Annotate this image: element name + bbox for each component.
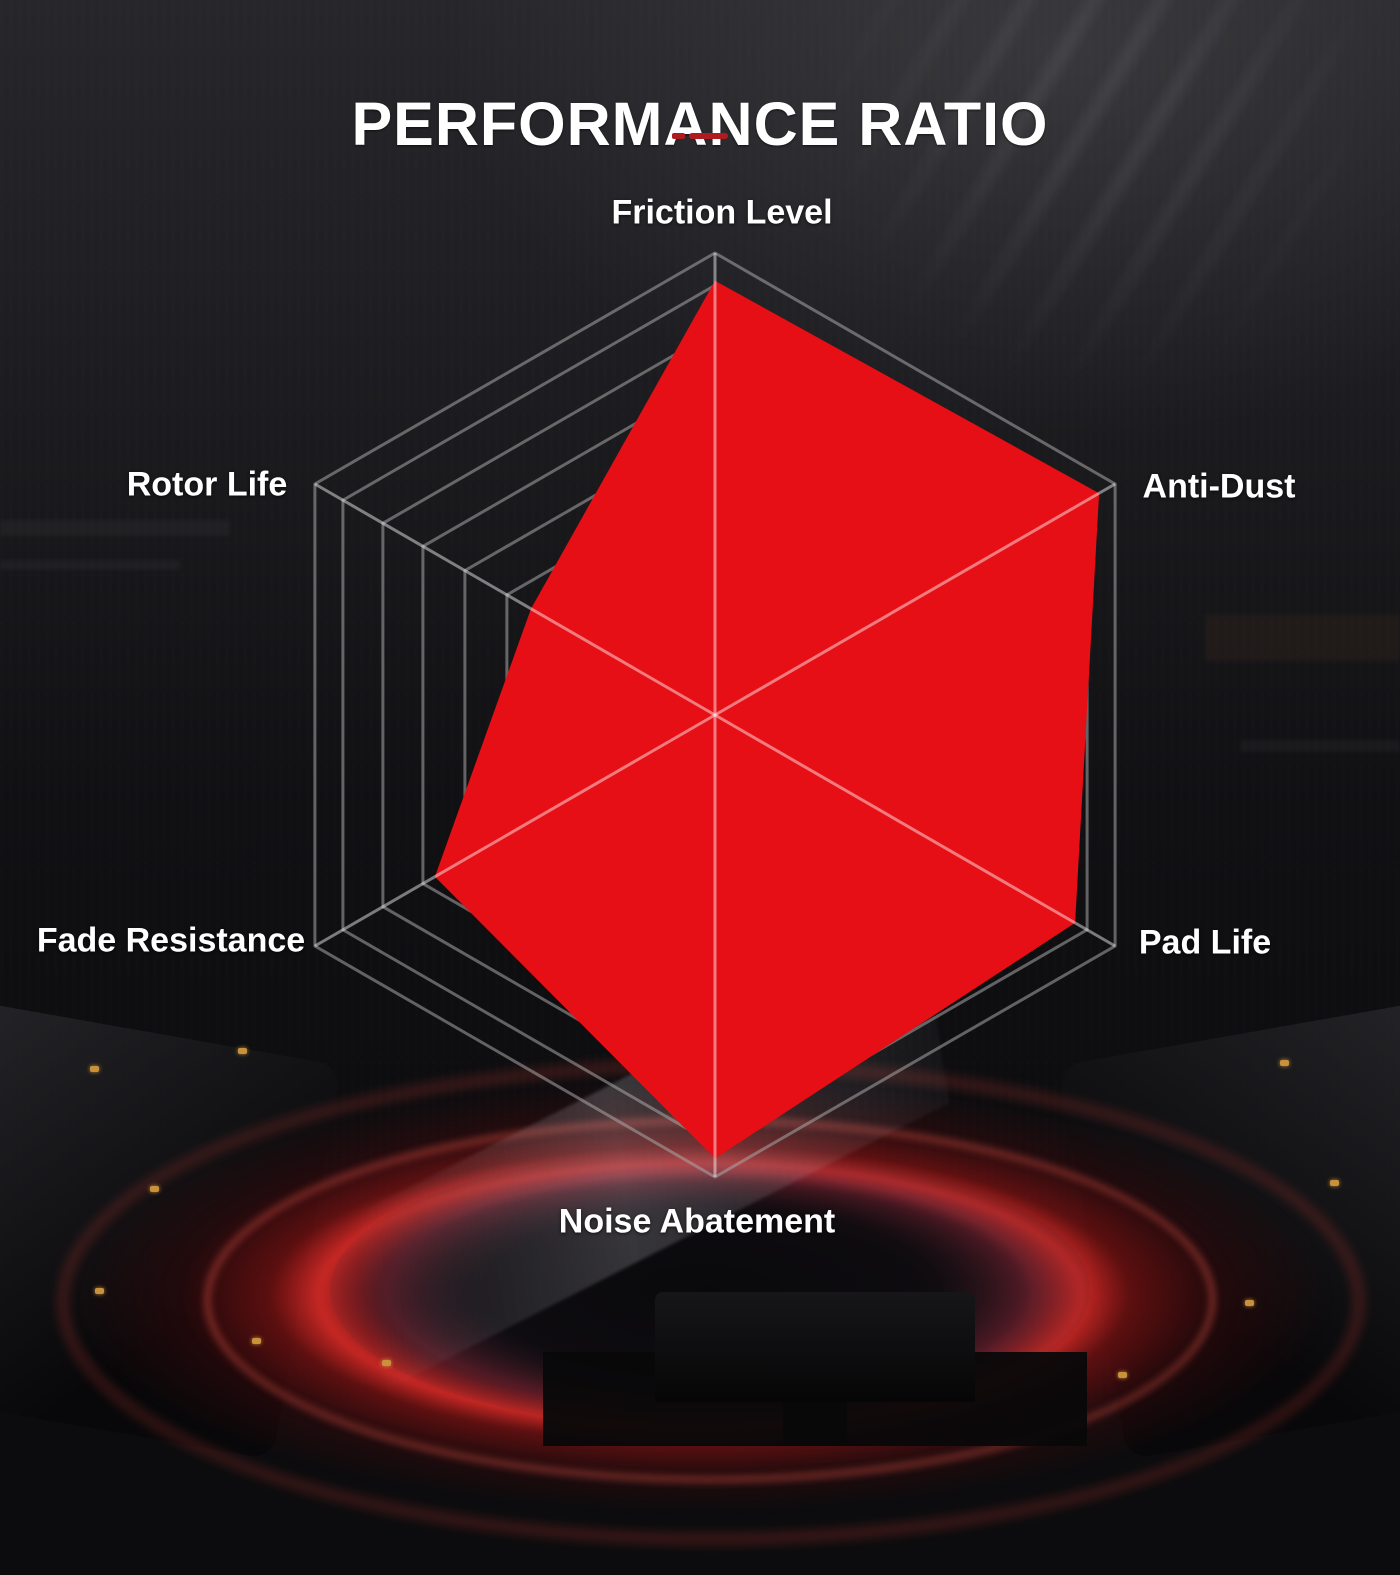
indicator-light	[90, 1066, 99, 1072]
axis-spoke	[714, 482, 1116, 717]
grid-ring	[313, 251, 1117, 1179]
indicator-light	[1330, 1180, 1339, 1186]
axis-label-noise-abatement: Noise Abatement	[558, 1202, 836, 1241]
axis-spoke	[714, 713, 1116, 948]
wall-panel	[1205, 615, 1400, 661]
divider-dash-icon	[672, 133, 685, 139]
divider-bar-icon	[689, 133, 728, 139]
indicator-light	[150, 1186, 159, 1192]
axis-spoke	[314, 482, 716, 717]
indicator-light	[252, 1338, 261, 1344]
series-polygon	[434, 280, 1100, 1159]
machinery-silhouette-center	[655, 1292, 975, 1402]
axis-spoke	[314, 713, 716, 948]
indicator-light	[238, 1048, 247, 1054]
title-divider	[0, 133, 1400, 139]
axis-label-friction-level: Friction Level	[611, 193, 833, 232]
axis-label-pad-life: Pad Life	[1138, 923, 1272, 962]
axis-label-rotor-life: Rotor Life	[126, 465, 288, 504]
indicator-light	[1245, 1300, 1254, 1306]
axis-label-anti-dust: Anti-Dust	[1142, 467, 1296, 506]
radar-chart	[313, 251, 1117, 1179]
axis-label-fade-resistance: Fade Resistance	[36, 921, 306, 960]
indicator-light	[1118, 1372, 1127, 1378]
page-title: PERFORMANCE RATIO	[351, 89, 1049, 158]
indicator-light	[1280, 1060, 1289, 1066]
indicator-light	[382, 1360, 391, 1366]
indicator-light	[95, 1288, 104, 1294]
